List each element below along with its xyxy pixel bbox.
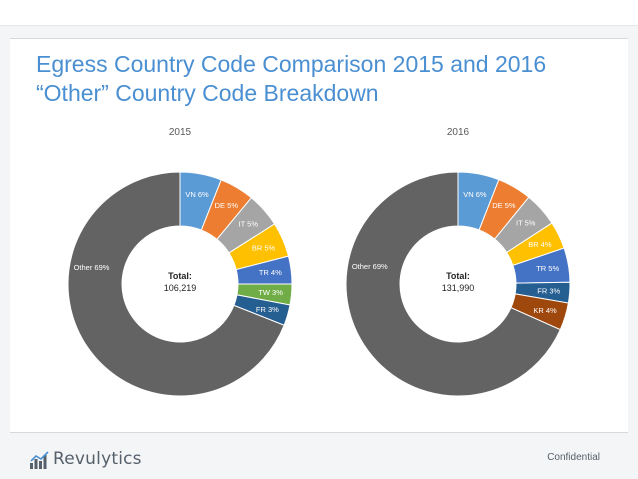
confidential-label: Confidential <box>547 452 600 463</box>
footer-bar <box>0 436 638 479</box>
top-band <box>0 0 638 26</box>
slice-label-fr: FR 3% <box>256 305 279 314</box>
slice-label-br: BR 4% <box>528 240 552 249</box>
title-line-2: “Other” Country Code Breakdown <box>36 80 379 106</box>
slice-label-tr: TR 5% <box>536 264 559 273</box>
slice-label-tw: TW 3% <box>258 288 283 297</box>
slice-label-other: Other 69% <box>74 263 110 272</box>
slice-other <box>67 171 285 397</box>
slice-label-vn: VN 6% <box>185 190 209 199</box>
slice-label-tr: TR 4% <box>259 268 282 277</box>
slice-label-vn: VN 6% <box>463 190 487 199</box>
slice-label-br: BR 5% <box>252 243 276 252</box>
center-total-value: 131,990 <box>442 283 475 293</box>
slice-label-it: IT 5% <box>516 219 536 228</box>
logo-text: Revulytics <box>53 449 142 469</box>
donut-chart-2016: VN 6% DE 5%IT 5% BR 4% TR 5% FR 3% KR 4% Other… <box>345 127 571 397</box>
chart-title: 2016 <box>447 127 470 138</box>
slice-label-de: DE 5% <box>492 201 516 210</box>
center-total-label: Total: <box>168 271 192 281</box>
slice-other <box>345 171 561 397</box>
center-total-value: 106,219 <box>164 283 197 293</box>
slice-label-de: DE 5% <box>215 201 239 210</box>
revulytics-logo: Revulytics <box>30 447 142 469</box>
slice-label-kr: KR 4% <box>533 306 557 315</box>
title-line-1: Egress Country Code Comparison 2015 and … <box>36 51 547 77</box>
donut-chart-2015: VN 6% DE 5%IT 5% BR 5% TR 4% TW 3% FR 3% Other… <box>67 127 293 397</box>
slice-label-it: IT 5% <box>239 219 259 228</box>
center-total-label: Total: <box>446 271 470 281</box>
chart-title: 2015 <box>169 127 192 138</box>
bar-chart-icon <box>30 451 49 469</box>
slice-label-fr: FR 3% <box>537 287 560 296</box>
slice-label-other: Other 69% <box>352 262 388 271</box>
slide-title: Egress Country Code Comparison 2015 and … <box>36 50 616 108</box>
